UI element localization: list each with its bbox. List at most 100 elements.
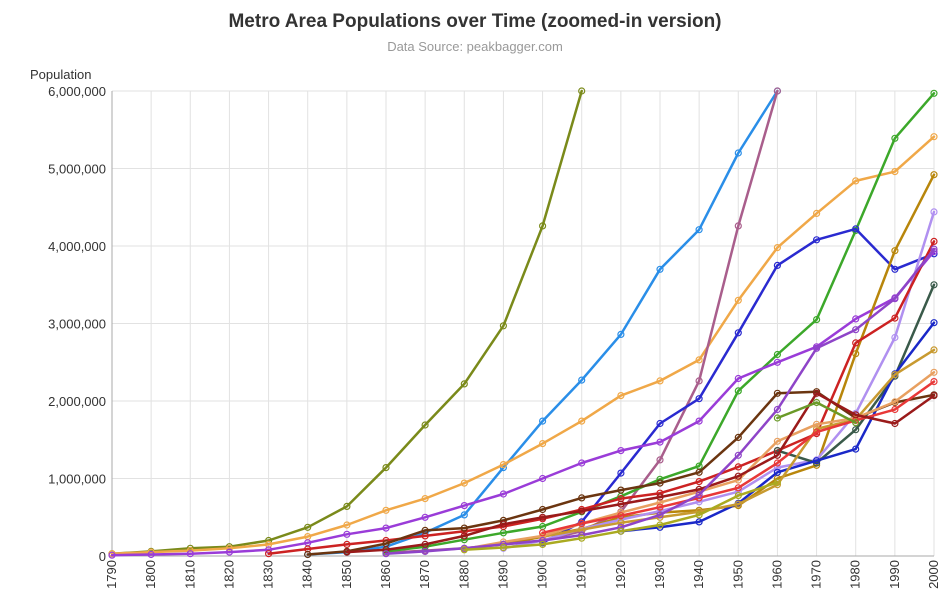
data-point[interactable] <box>734 500 742 508</box>
data-point[interactable] <box>773 414 782 422</box>
data-point[interactable] <box>695 485 703 493</box>
data-point[interactable] <box>460 502 468 510</box>
data-point[interactable] <box>578 519 586 528</box>
data-point[interactable] <box>343 530 351 538</box>
data-point[interactable] <box>617 330 625 338</box>
data-point[interactable] <box>538 540 547 549</box>
data-point[interactable] <box>930 245 938 253</box>
data-point[interactable] <box>225 548 233 556</box>
data-point[interactable] <box>891 134 899 142</box>
data-point[interactable] <box>499 322 507 330</box>
data-point[interactable] <box>891 398 899 406</box>
data-point[interactable] <box>382 524 390 532</box>
data-point[interactable] <box>930 89 938 97</box>
data-point[interactable] <box>343 521 351 529</box>
data-point[interactable] <box>891 265 899 273</box>
data-point[interactable] <box>265 540 273 549</box>
data-point[interactable] <box>773 389 782 397</box>
data-point[interactable] <box>773 459 782 467</box>
data-point[interactable] <box>656 493 664 501</box>
data-point[interactable] <box>578 376 586 384</box>
data-point[interactable] <box>617 527 625 535</box>
data-point[interactable] <box>930 171 938 179</box>
data-point[interactable] <box>538 505 547 514</box>
data-point[interactable] <box>382 464 390 472</box>
data-point[interactable] <box>812 457 821 465</box>
data-point[interactable] <box>695 356 703 364</box>
data-point[interactable] <box>578 507 586 515</box>
data-point[interactable] <box>891 295 899 303</box>
data-point[interactable] <box>734 222 742 230</box>
data-point[interactable] <box>930 237 938 245</box>
data-point[interactable] <box>930 133 938 141</box>
data-point[interactable] <box>773 350 782 359</box>
data-point[interactable] <box>538 440 547 448</box>
data-point[interactable] <box>538 474 547 483</box>
data-point[interactable] <box>734 296 742 304</box>
data-point[interactable] <box>734 451 742 459</box>
data-point[interactable] <box>695 377 703 385</box>
data-point[interactable] <box>460 511 468 519</box>
data-point[interactable] <box>421 495 429 503</box>
data-point[interactable] <box>617 486 625 494</box>
data-point[interactable] <box>773 87 782 95</box>
data-point[interactable] <box>773 437 782 445</box>
data-point[interactable] <box>578 459 586 467</box>
data-point[interactable] <box>930 208 938 216</box>
data-point[interactable] <box>421 421 429 429</box>
data-point[interactable] <box>617 500 625 508</box>
data-point[interactable] <box>656 498 664 507</box>
data-point[interactable] <box>812 420 821 428</box>
data-point[interactable] <box>773 405 782 414</box>
data-point[interactable] <box>734 433 742 441</box>
data-point[interactable] <box>734 472 742 480</box>
data-point[interactable] <box>773 244 782 252</box>
data-point[interactable] <box>734 329 742 337</box>
data-point[interactable] <box>538 529 547 537</box>
data-point[interactable] <box>695 511 703 519</box>
data-point[interactable] <box>773 358 782 366</box>
data-point[interactable] <box>695 491 703 499</box>
data-point[interactable] <box>538 513 547 521</box>
data-point[interactable] <box>656 511 664 519</box>
data-point[interactable] <box>734 463 742 471</box>
data-point[interactable] <box>734 149 742 157</box>
data-point[interactable] <box>773 464 782 472</box>
data-point[interactable] <box>617 469 625 477</box>
data-point[interactable] <box>460 546 468 554</box>
data-point[interactable] <box>891 405 899 414</box>
data-point[interactable] <box>891 333 899 342</box>
data-point[interactable] <box>578 87 586 95</box>
data-point[interactable] <box>852 177 860 185</box>
data-point[interactable] <box>930 378 938 386</box>
data-point[interactable] <box>812 236 821 244</box>
data-point[interactable] <box>891 314 899 322</box>
data-point[interactable] <box>734 387 742 395</box>
data-point[interactable] <box>460 532 468 540</box>
data-point[interactable] <box>617 512 625 520</box>
data-point[interactable] <box>930 319 938 327</box>
data-point[interactable] <box>695 417 703 425</box>
data-point[interactable] <box>930 392 938 400</box>
data-point[interactable] <box>891 247 899 255</box>
data-point[interactable] <box>421 540 429 549</box>
data-point[interactable] <box>343 548 351 556</box>
data-point[interactable] <box>812 389 821 397</box>
data-point[interactable] <box>460 479 468 487</box>
data-point[interactable] <box>186 550 194 558</box>
data-point[interactable] <box>578 417 586 425</box>
data-point[interactable] <box>773 478 782 486</box>
data-point[interactable] <box>695 226 703 234</box>
data-point[interactable] <box>930 281 938 289</box>
data-point[interactable] <box>108 551 116 559</box>
data-point[interactable] <box>852 419 860 427</box>
data-point[interactable] <box>343 540 351 549</box>
data-point[interactable] <box>891 419 899 428</box>
data-point[interactable] <box>852 339 860 347</box>
data-point[interactable] <box>734 492 742 500</box>
data-point[interactable] <box>891 371 899 379</box>
data-point[interactable] <box>812 398 821 407</box>
data-point[interactable] <box>773 468 782 476</box>
data-point[interactable] <box>852 326 860 334</box>
data-point[interactable] <box>852 445 860 453</box>
